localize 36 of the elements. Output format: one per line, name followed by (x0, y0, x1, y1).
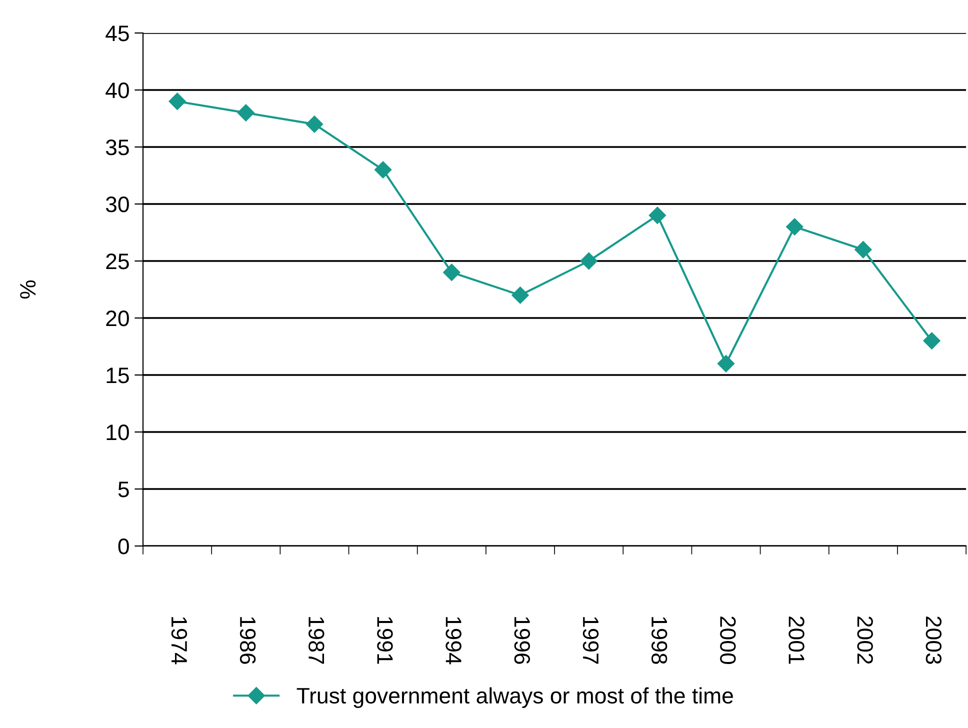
y-tick-label: 45 (106, 26, 129, 42)
y-axis-title: % (20, 280, 36, 299)
y-tick-label: 10 (106, 424, 129, 440)
x-tick-label: 1996 (514, 617, 530, 664)
point (923, 332, 940, 350)
y-tick-label: 5 (118, 482, 129, 498)
point (717, 355, 735, 372)
legend-label: Trust government always or most of the time (296, 687, 733, 708)
x-tick-label: 1994 (446, 617, 462, 664)
x-tick-label: 1997 (582, 617, 599, 664)
y-tick-label: 15 (106, 368, 129, 384)
point (443, 264, 460, 281)
x-tick-label: 1974 (171, 617, 188, 664)
y-tick-label: 20 (106, 310, 129, 326)
y-tick-label: 0 (118, 538, 129, 554)
point (374, 161, 392, 178)
x-tick-label: 1987 (308, 617, 324, 664)
x-tick-label: 2001 (788, 616, 804, 664)
point (580, 252, 598, 270)
point (306, 116, 324, 133)
x-tick-label: 1998 (651, 617, 668, 664)
y-tick-label: 40 (106, 82, 129, 98)
point (648, 206, 666, 224)
x-tick-label: 2002 (857, 616, 873, 664)
y-tick-label: 30 (106, 196, 129, 212)
y-tick-label: 35 (106, 140, 129, 156)
point (512, 286, 529, 304)
point (854, 241, 872, 258)
point (237, 104, 254, 122)
y-tick-label: 25 (106, 254, 129, 270)
x-tick-label: 1991 (377, 617, 393, 664)
x-tick-label: 2000 (720, 616, 736, 664)
point (786, 218, 804, 236)
point (168, 92, 186, 110)
x-tick-label: 1986 (240, 617, 256, 664)
x-tick-label: 2003 (926, 616, 942, 664)
